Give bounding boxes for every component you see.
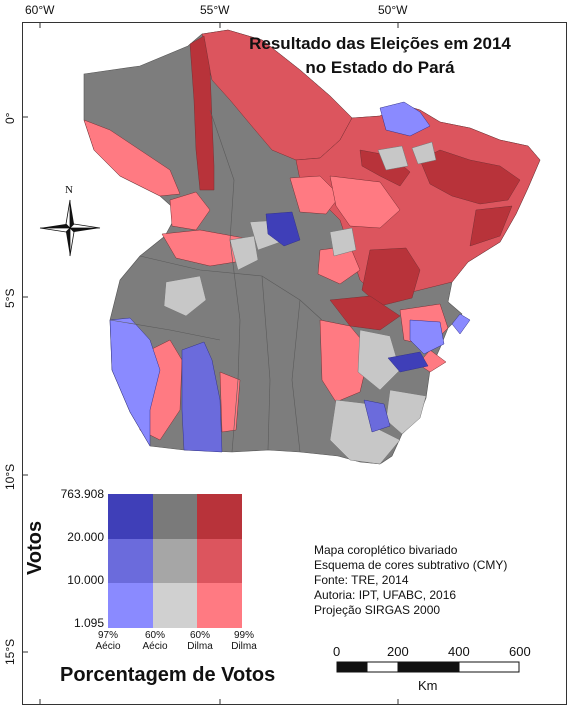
legend-cell-0-1 — [152, 494, 198, 539]
map-title: Resultado das Eleições em 2014 no Estado… — [200, 32, 560, 80]
legend-cell-0-0 — [108, 494, 153, 539]
legend-pct-break-4-value: 99% — [233, 630, 254, 641]
legend-pct-break-3-name: Dilma — [187, 641, 213, 652]
compass-north-label: N — [65, 184, 73, 196]
neutral-weak-regions — [163, 141, 437, 465]
legend-cell-0-2 — [197, 494, 242, 539]
info-line-3: Fonte: TRE, 2014 — [314, 573, 409, 587]
legend-votes-break-2: 20.000 — [67, 530, 104, 544]
legend-cell-1-2 — [197, 538, 242, 584]
info-line-4: Autoria: IPT, UFABC, 2016 — [314, 588, 457, 602]
lon-tick-55w: 55°W — [200, 3, 230, 17]
legend-pct-break-3-value: 60% — [189, 630, 210, 641]
legend-votes-title: Votos — [24, 520, 46, 575]
legend-pct-break-1: 97% Aécio — [88, 630, 128, 652]
tick-marks — [22, 22, 399, 705]
bivariate-legend-grid — [108, 494, 242, 628]
legend-votes-break-4: 1.095 — [73, 616, 104, 630]
map-title-line-1: Resultado das Eleições em 2014 — [249, 34, 511, 53]
legend-cell-1-1 — [152, 538, 198, 584]
aecio-regions — [109, 101, 471, 453]
municipal-borders — [109, 109, 323, 453]
scale-tick-400: 400 — [448, 644, 470, 659]
lon-tick-60w: 60°W — [25, 3, 55, 17]
info-line-1: Mapa coroplético bivariado — [314, 543, 458, 557]
legend-pct-break-2-name: Aécio — [142, 641, 168, 652]
legend-pct-break-1-value: 97% — [97, 630, 118, 641]
scale-tick-0: 0 — [333, 644, 341, 659]
info-line-5: Projeção SIRGAS 2000 — [314, 603, 441, 617]
scale-bar — [336, 661, 520, 673]
legend-cell-2-0 — [108, 583, 153, 628]
scale-tick-600: 600 — [509, 644, 531, 659]
info-line-2: Esquema de cores subtrativo (CMY) — [314, 558, 508, 572]
legend-pct-break-3: 60% Dilma — [180, 630, 220, 652]
lon-tick-50w: 50°W — [378, 3, 408, 17]
scale-unit: Km — [418, 678, 438, 693]
north-arrow — [39, 199, 101, 257]
map-info-block: Mapa coroplético bivariado Esquema de co… — [314, 543, 507, 618]
legend-pct-break-2-value: 60% — [144, 630, 165, 641]
legend-votes-break-1: 763.908 — [60, 487, 104, 501]
legend-pct-break-2: 60% Aécio — [135, 630, 175, 652]
scale-tick-200: 200 — [387, 644, 409, 659]
legend-percent-title: Porcentagem de Votos — [60, 664, 276, 686]
legend-cell-1-0 — [108, 538, 153, 584]
legend-cell-2-2 — [197, 583, 242, 628]
legend-pct-break-4-name: Dilma — [231, 641, 257, 652]
map-title-line-2: no Estado do Pará — [305, 58, 455, 77]
legend-pct-break-1-name: Aécio — [95, 641, 121, 652]
legend-pct-break-4: 99% Dilma — [224, 630, 264, 652]
legend-cell-2-1 — [152, 583, 198, 628]
legend-votes-break-3: 10.000 — [67, 573, 104, 587]
